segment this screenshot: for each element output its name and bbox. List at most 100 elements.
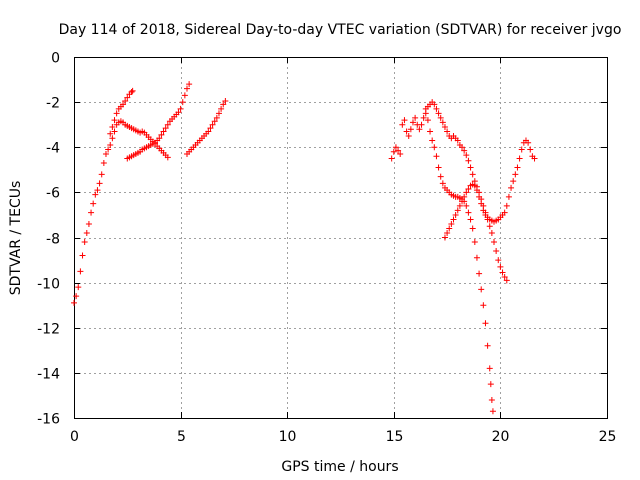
data-point [450,216,457,223]
data-point [484,342,491,349]
data-point [429,137,436,144]
data-point [461,193,468,200]
data-point [435,164,442,171]
data-point [467,216,474,223]
x-tick-label: 5 [177,429,186,445]
data-point [469,171,476,178]
data-point [96,180,103,187]
data-point [503,277,510,284]
data-point [431,144,438,151]
data-point [416,126,423,133]
data-point [465,185,472,192]
data-point [124,94,131,101]
data-point [478,286,485,293]
data-point [109,135,116,142]
data-point [482,320,489,327]
data-point [401,117,408,124]
data-point [454,137,461,144]
data-series [441,137,538,241]
data-point [444,229,451,236]
data-point [473,254,480,261]
data-point [392,144,399,151]
data-point [486,223,493,230]
data-point [109,123,116,130]
y-tick-label: 0 [51,51,60,67]
data-point [162,125,169,132]
x-tick-label: 10 [279,429,297,445]
data-marks [71,81,538,415]
data-point [424,117,431,124]
data-point [175,109,182,116]
data-point [463,202,470,209]
data-series [388,144,404,162]
data-point [510,178,517,185]
data-point [480,302,487,309]
data-point [107,130,114,137]
y-tick-label: -10 [37,277,60,293]
data-point [516,155,523,162]
data-series [107,87,136,137]
data-point [531,155,538,162]
data-point [456,202,463,209]
data-point [431,101,438,108]
data-point [156,135,163,142]
data-point [499,269,506,276]
data-point [73,293,80,300]
data-point [215,110,222,117]
data-point [181,92,188,99]
data-point [471,182,478,189]
data-point [160,128,167,135]
data-point [388,155,395,162]
data-point [437,173,444,180]
data-point [105,146,112,153]
data-point [90,200,97,207]
y-tick-label: -12 [37,322,60,338]
y-tick-label: -4 [46,141,60,157]
data-point [491,239,498,246]
chart-title: Day 114 of 2018, Sidereal Day-to-day VTE… [59,22,622,38]
data-point [111,117,118,124]
data-point [92,191,99,198]
data-point [164,121,171,128]
data-point [463,189,470,196]
data-point [488,396,495,403]
data-point [452,211,459,218]
data-point [441,234,448,241]
data-point [85,220,92,227]
data-point [476,193,483,200]
x-tick-label: 0 [70,429,79,445]
data-point [488,229,495,236]
data-point [179,99,186,106]
data-point [88,209,95,216]
data-point [222,97,229,104]
data-point [486,365,493,372]
axis-ticks [74,57,608,419]
data-point [220,101,227,108]
data-point [100,160,107,167]
y-tick-label: -14 [37,367,60,383]
data-point [444,128,451,135]
data-point [487,381,494,388]
data-point [120,101,127,108]
data-point [98,171,105,178]
x-tick-label: 20 [492,429,510,445]
data-point [467,164,474,171]
data-point [446,225,453,232]
data-point [122,97,129,104]
data-point [405,132,412,139]
data-point [158,131,165,138]
data-point [493,248,500,255]
data-point [79,252,86,259]
data-point [454,207,461,214]
data-point [77,268,84,275]
x-tick-label: 15 [386,429,404,445]
data-series [399,110,496,415]
data-point [129,87,136,94]
data-point [403,128,410,135]
data-point [439,180,446,187]
data-point [397,151,404,158]
data-point [473,187,480,194]
data-point [469,225,476,232]
data-point [211,118,218,125]
data-point [433,105,440,112]
